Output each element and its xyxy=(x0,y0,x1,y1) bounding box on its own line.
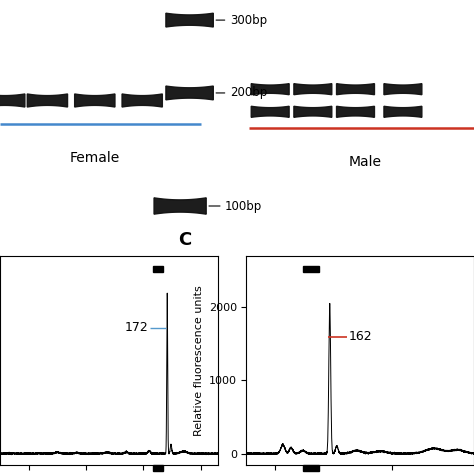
FancyBboxPatch shape xyxy=(303,266,319,272)
Polygon shape xyxy=(251,106,289,118)
Polygon shape xyxy=(384,83,422,95)
Text: 162: 162 xyxy=(348,330,372,343)
Polygon shape xyxy=(251,83,289,95)
Text: 172: 172 xyxy=(125,321,149,335)
Text: Male: Male xyxy=(348,155,382,168)
Polygon shape xyxy=(337,106,374,118)
Polygon shape xyxy=(27,94,67,107)
Y-axis label: Relative fluorescence units: Relative fluorescence units xyxy=(194,285,204,436)
Polygon shape xyxy=(294,83,332,95)
Polygon shape xyxy=(75,94,115,107)
Text: 100bp: 100bp xyxy=(225,200,263,212)
Polygon shape xyxy=(166,13,213,27)
Text: 200bp: 200bp xyxy=(230,86,267,100)
Polygon shape xyxy=(166,86,213,100)
Polygon shape xyxy=(154,198,206,214)
Text: Female: Female xyxy=(70,151,120,165)
FancyBboxPatch shape xyxy=(153,465,163,471)
Polygon shape xyxy=(384,106,422,118)
Polygon shape xyxy=(337,83,374,95)
FancyBboxPatch shape xyxy=(153,266,163,272)
FancyBboxPatch shape xyxy=(303,465,319,471)
Text: C: C xyxy=(178,231,191,249)
Polygon shape xyxy=(294,106,332,118)
Text: 300bp: 300bp xyxy=(230,14,267,27)
Polygon shape xyxy=(122,94,162,107)
Polygon shape xyxy=(0,94,25,107)
